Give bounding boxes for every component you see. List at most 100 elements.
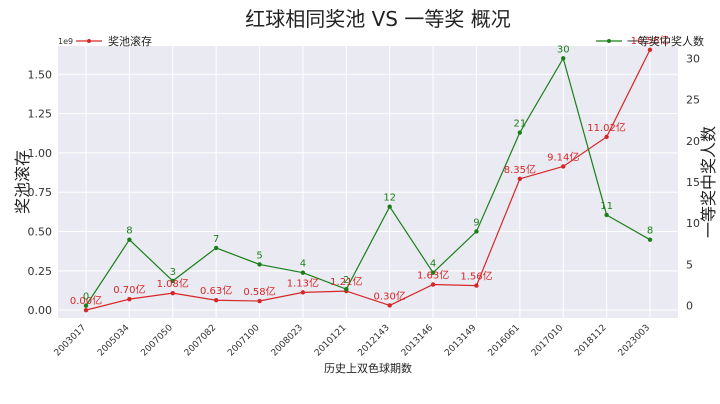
x-tick-label: 2016061 xyxy=(487,323,522,358)
x-tick-label: 2007050 xyxy=(139,323,175,359)
plot-background xyxy=(58,46,678,318)
winners-point xyxy=(430,270,436,275)
y-right-tick-label: 20 xyxy=(686,135,700,148)
winners-point xyxy=(604,212,609,218)
x-axis-label: 历史上双色球期数 xyxy=(324,361,412,375)
jackpot-data-label: 8.35亿 xyxy=(504,163,536,176)
y-left-tick-label: 0.50 xyxy=(28,226,53,239)
jackpot-data-label: 0.00亿 xyxy=(70,294,102,307)
x-tick-label: 2012143 xyxy=(356,323,391,358)
y-left-tick-label: 0.00 xyxy=(28,304,53,317)
x-tick-label: 2007082 xyxy=(183,323,218,358)
winners-point xyxy=(300,270,306,275)
jackpot-point xyxy=(561,164,566,169)
y-left-tick-label: 1.00 xyxy=(28,147,53,160)
x-tick-label: 2010121 xyxy=(313,323,348,358)
winners-data-label: 7 xyxy=(213,234,219,245)
y-right-tick-label: 15 xyxy=(686,176,700,189)
x-tick-label: 2013146 xyxy=(400,323,436,359)
jackpot-data-label: 11.02亿 xyxy=(587,121,626,134)
legend-label-jackpot: 奖池滚存 xyxy=(108,34,152,48)
jackpot-point xyxy=(517,176,523,182)
winners-point xyxy=(83,303,89,308)
winners-point xyxy=(257,262,262,267)
winners-line xyxy=(85,56,651,306)
winners-data-label: 4 xyxy=(300,259,306,270)
data-labels: 0.00亿 0.70亿 1.08亿 0.63亿 0.58亿 1.13亿 1.21亿 0.30亿… xyxy=(70,34,669,307)
jackpot-point xyxy=(604,134,609,140)
winners-point xyxy=(647,237,653,242)
y-left-tick-label: 1.25 xyxy=(28,108,53,121)
winners-data-label: 3 xyxy=(170,267,176,278)
winners-data-label: 2 xyxy=(343,275,349,286)
left-axis-label: 奖池滚存 xyxy=(13,150,32,214)
jackpot-data-label: 16.56亿 xyxy=(631,34,670,47)
jackpot-data-label: 1.56亿 xyxy=(460,270,492,283)
legend-label-winners: 一等奖中奖人数 xyxy=(627,34,704,48)
jackpot-data-label: 1.08亿 xyxy=(157,277,189,290)
jackpot-data-label: 0.58亿 xyxy=(243,285,275,298)
jackpot-data-label: 1.13亿 xyxy=(287,276,319,289)
y-right-tick-label: 30 xyxy=(686,52,700,65)
jackpot-point xyxy=(387,303,392,308)
winners-data-label: 30 xyxy=(557,44,570,55)
winners-data-label: 9 xyxy=(473,217,479,228)
jackpot-point xyxy=(213,298,219,303)
y-left-tick-label: 0.75 xyxy=(28,186,53,199)
winners-point xyxy=(213,245,219,251)
y-right-tick-label: 10 xyxy=(686,217,700,230)
jackpot-point xyxy=(474,283,479,288)
y-left-tick-label: 0.25 xyxy=(28,265,53,278)
winners-point xyxy=(561,56,566,61)
winners-data-label: 8 xyxy=(126,226,132,237)
watermark: 知乎 @数字故事 xyxy=(548,371,658,389)
y-right-tick-label: 0 xyxy=(686,300,693,313)
legend-marker-jackpot xyxy=(87,39,91,43)
right-axis-label: 一等奖中奖人数 xyxy=(699,126,718,238)
winners-point xyxy=(474,229,479,234)
series-layer xyxy=(83,47,653,313)
legend-marker-winners xyxy=(607,39,611,43)
jackpot-data-label: 1.63亿 xyxy=(417,269,449,282)
y-right-tick-label: 5 xyxy=(686,258,693,271)
winners-point xyxy=(387,204,392,209)
jackpot-point xyxy=(300,290,306,295)
x-tick-label: 2008023 xyxy=(270,323,305,358)
winners-point xyxy=(127,237,132,242)
x-tick-label: 2023003 xyxy=(617,323,652,358)
jackpot-point xyxy=(647,47,653,52)
x-tick-label: 2007100 xyxy=(226,323,262,359)
jackpot-data-label: 0.30亿 xyxy=(374,289,406,302)
legend-right: 一等奖中奖人数 xyxy=(596,34,704,48)
winners-data-label: 0 xyxy=(83,292,89,303)
winners-point xyxy=(170,278,175,284)
legend-left: 奖池滚存 xyxy=(76,34,152,48)
winners-data-label: 5 xyxy=(256,250,262,261)
jackpot-data-label: 0.70亿 xyxy=(113,283,145,296)
x-tick-label: 2013149 xyxy=(443,323,479,359)
x-tick-label: 2017010 xyxy=(530,323,566,359)
winners-data-label: 21 xyxy=(513,119,526,130)
left-axis-multiplier: 1e9 xyxy=(58,37,73,46)
y-left-tick-label: 1.50 xyxy=(28,68,53,81)
jackpot-data-label: 1.21亿 xyxy=(330,275,362,288)
winners-data-label: 4 xyxy=(430,259,436,270)
jackpot-point xyxy=(83,307,89,313)
grid-lines xyxy=(58,46,678,318)
jackpot-data-label: 0.63亿 xyxy=(200,284,232,297)
x-tick-label: 2003017 xyxy=(53,323,88,358)
jackpot-data-label: 9.14亿 xyxy=(547,150,579,163)
jackpot-point xyxy=(170,290,175,296)
jackpot-point xyxy=(430,282,436,287)
winners-data-label: 12 xyxy=(383,193,396,204)
jackpot-point xyxy=(257,298,262,304)
winners-data-label: 8 xyxy=(647,226,653,237)
jackpot-line xyxy=(85,49,651,311)
chart-title: 红球相同奖池 VS 一等奖 概况 xyxy=(245,7,510,31)
winners-point xyxy=(344,286,349,292)
jackpot-point xyxy=(127,296,132,302)
y-right-tick-label: 25 xyxy=(686,94,700,107)
x-tick-label: 2005034 xyxy=(96,323,132,359)
